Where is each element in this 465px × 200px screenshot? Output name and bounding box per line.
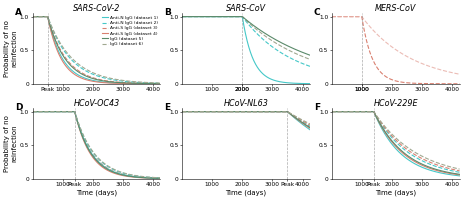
Title: HCoV-NL63: HCoV-NL63 (224, 99, 268, 108)
X-axis label: Time (days): Time (days) (76, 189, 117, 196)
Text: D: D (15, 103, 22, 112)
Y-axis label: Probability of no
reinfection: Probability of no reinfection (4, 20, 18, 77)
X-axis label: Time (days): Time (days) (226, 189, 266, 196)
Title: MERS-CoV: MERS-CoV (375, 4, 416, 13)
Title: HCoV-OC43: HCoV-OC43 (73, 99, 120, 108)
Title: SARS-CoV-2: SARS-CoV-2 (73, 4, 120, 13)
Legend: Anti-N IgG (dataset 1), Anti-N IgG (dataset 2), Anti-S IgG (dataset 3), Anti-S I: Anti-N IgG (dataset 1), Anti-N IgG (data… (102, 15, 158, 47)
Text: E: E (164, 103, 170, 112)
Text: F: F (314, 103, 320, 112)
Text: B: B (164, 8, 171, 17)
Y-axis label: Probability of no
reinfection: Probability of no reinfection (4, 115, 18, 172)
Text: A: A (15, 8, 22, 17)
X-axis label: Time (days): Time (days) (375, 189, 416, 196)
Title: HCoV-229E: HCoV-229E (373, 99, 418, 108)
Text: C: C (314, 8, 320, 17)
Title: SARS-CoV: SARS-CoV (226, 4, 266, 13)
